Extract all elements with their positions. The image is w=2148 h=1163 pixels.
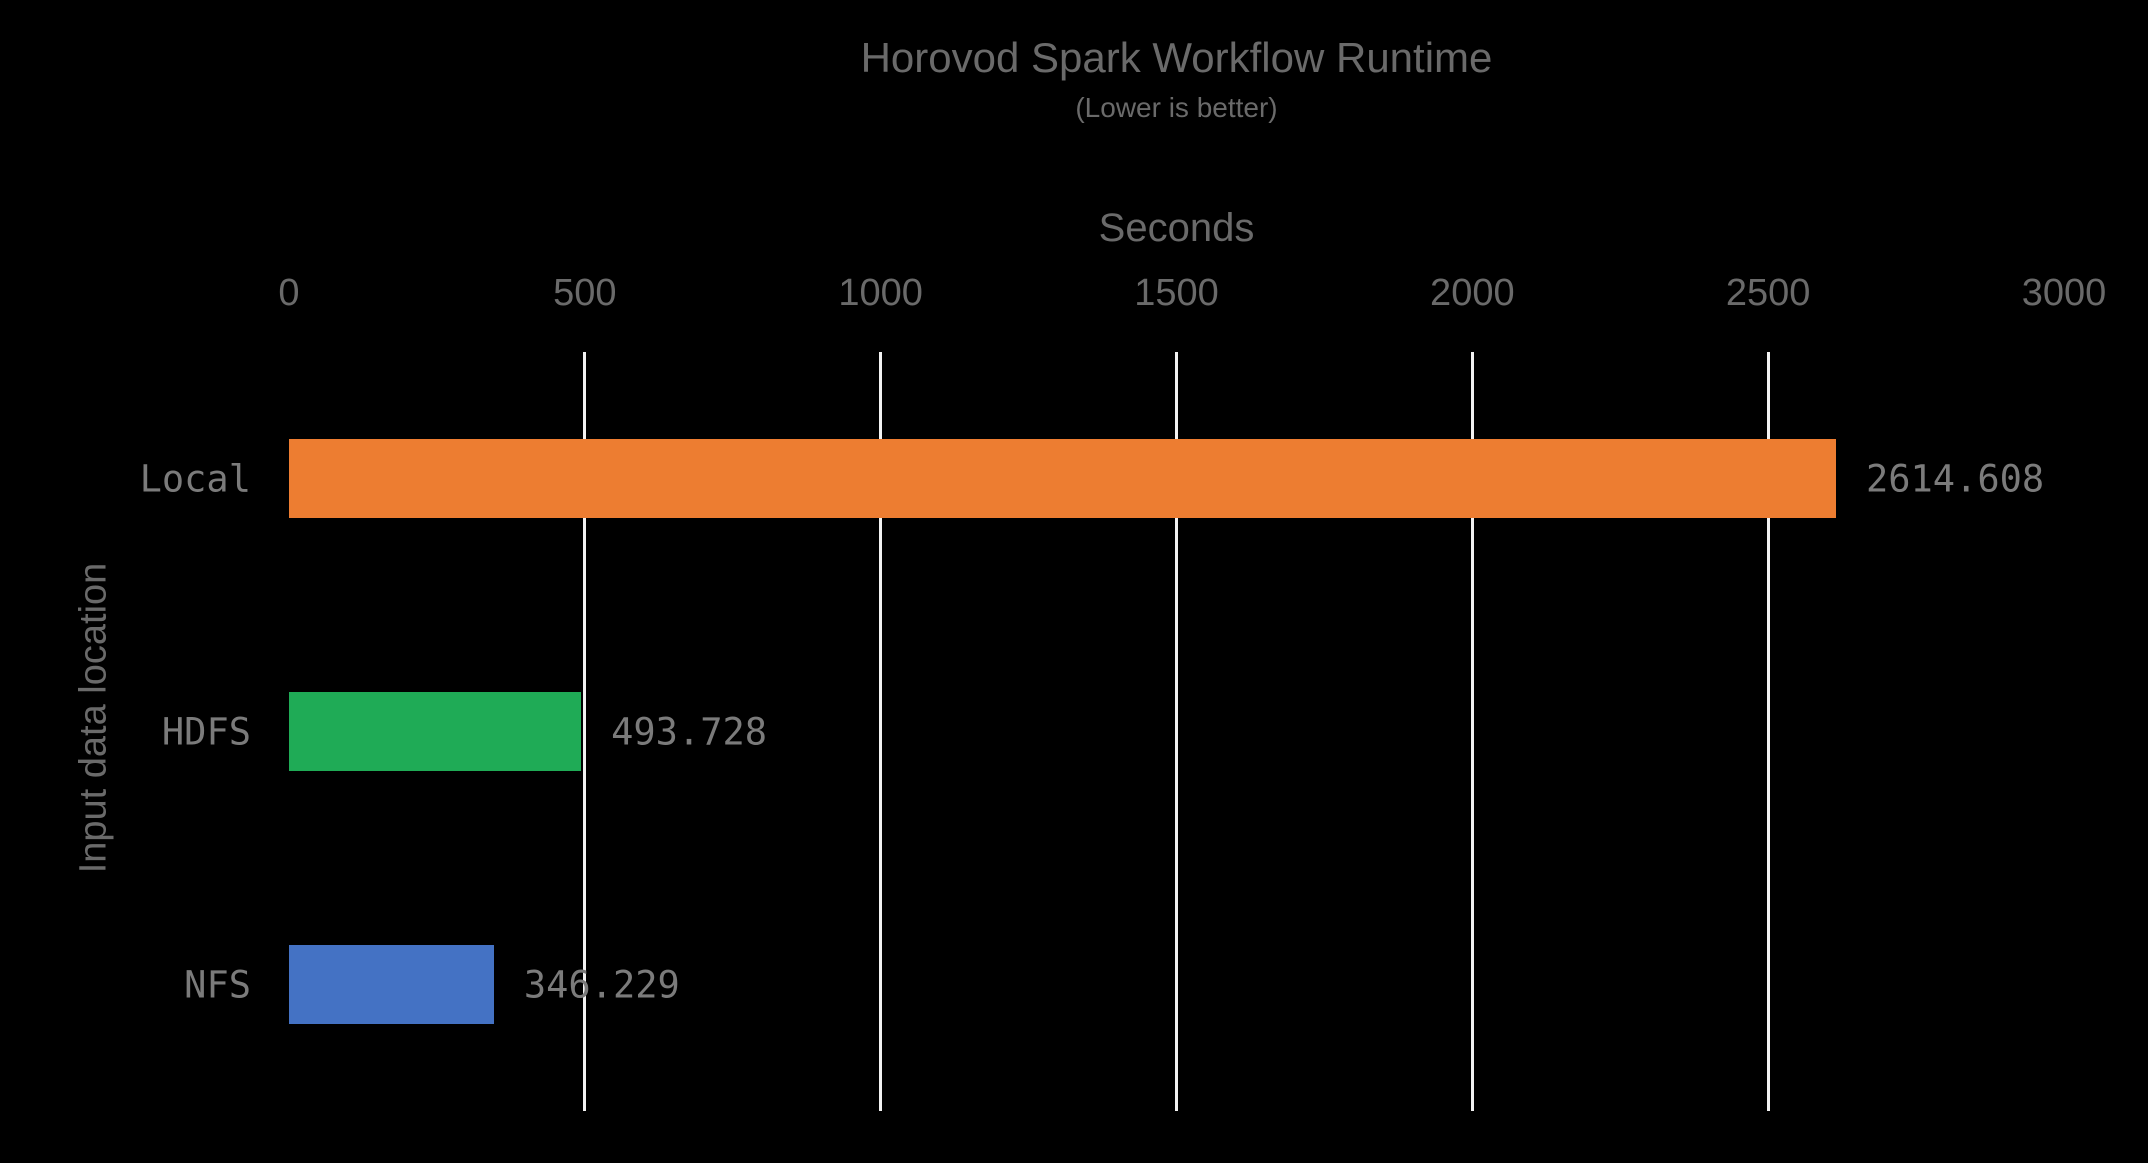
- x-tick-label-500: 500: [553, 272, 617, 314]
- chart-subtitle: (Lower is better): [1075, 92, 1278, 123]
- bar-nfs: [289, 945, 494, 1024]
- bar-local: [289, 439, 1836, 518]
- chart-title: Horovod Spark Workflow Runtime: [860, 34, 1493, 81]
- bar-hdfs: [289, 692, 582, 771]
- gridline-500: [583, 352, 587, 1111]
- x-axis-title: Seconds: [1098, 206, 1255, 250]
- value-label-nfs: 346.229: [523, 963, 680, 1006]
- x-tick-label-1500: 1500: [1134, 272, 1219, 314]
- x-tick-label-0: 0: [278, 272, 300, 314]
- gridline-1000: [879, 352, 883, 1111]
- gridline-2500: [1766, 352, 1770, 1111]
- value-label-local: 2614.608: [1865, 457, 2045, 500]
- x-tick-label-3000: 3000: [2021, 272, 2107, 314]
- category-label-local: Local: [139, 457, 251, 500]
- category-label-nfs: NFS: [184, 963, 251, 1006]
- category-label-hdfs: HDFS: [161, 710, 251, 753]
- y-axis-title: Input data location: [72, 562, 115, 874]
- gridline-1500: [1175, 352, 1178, 1111]
- x-tick-label-2500: 2500: [1725, 272, 1811, 314]
- x-tick-label-1000: 1000: [838, 272, 923, 314]
- x-tick-label-2000: 2000: [1430, 272, 1515, 314]
- gridline-2000: [1470, 352, 1474, 1111]
- value-label-hdfs: 493.728: [611, 710, 768, 753]
